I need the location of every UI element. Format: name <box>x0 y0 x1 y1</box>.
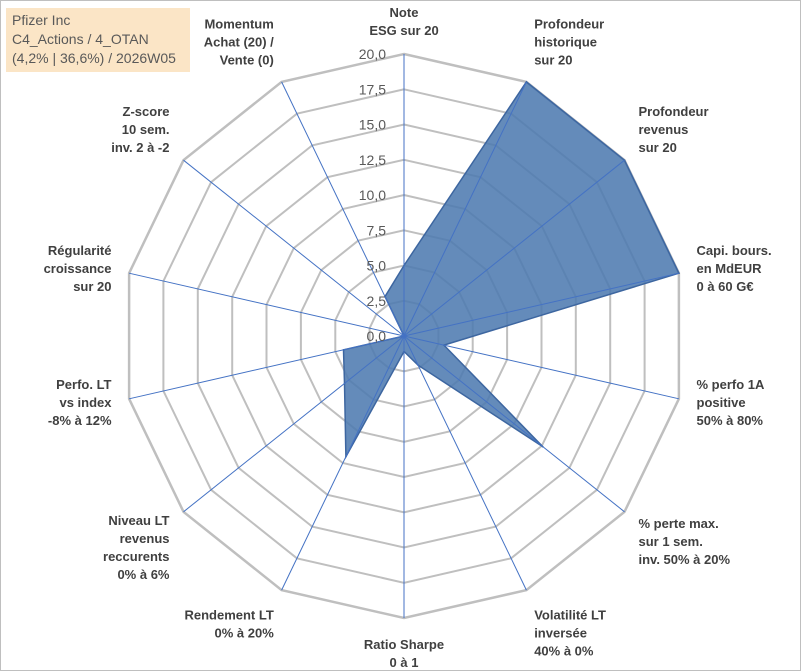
tick-label: 7,5 <box>367 222 387 238</box>
axis-label: Volatilité LT inversée 40% à 0% <box>534 607 606 658</box>
tick-label: 17,5 <box>359 81 386 97</box>
axis-spoke <box>183 159 405 337</box>
tick-label: 5,0 <box>367 258 387 274</box>
axis-label: Perfo. LT vs index -8% à 12% <box>48 377 112 428</box>
tick-label: 0,0 <box>367 328 387 344</box>
radial-tick-labels: 0,0 2,5 5,0 7,5 10,0 12,5 15,0 17,5 20,0 <box>359 46 386 344</box>
axis-label: Régularité croissance sur 20 <box>44 243 112 294</box>
axis-spoke <box>403 335 527 591</box>
series-layer <box>128 54 680 618</box>
axis-spoke <box>183 335 405 513</box>
axis-spoke <box>403 272 680 337</box>
axis-label: Capi. bours. en MdEUR 0 à 60 G€ <box>697 243 772 294</box>
tick-label: 2,5 <box>367 293 387 309</box>
tick-label: 20,0 <box>359 46 386 62</box>
title-category: C4_Actions / 4_OTAN <box>12 31 149 47</box>
axis-label: Momentum Achat (20) / Vente (0) <box>204 17 274 68</box>
axis-spoke <box>128 272 405 337</box>
axis-label: Z-score 10 sem. inv. 2 à -2 <box>111 104 169 155</box>
axis-spoke <box>403 335 625 513</box>
axis-label: Note ESG sur 20 <box>369 5 438 38</box>
axis-label: Ratio Sharpe 0 à 1 <box>364 637 444 670</box>
tick-label: 12,5 <box>359 152 386 168</box>
axis-spoke <box>403 81 527 337</box>
title-stats: (4,2% | 36,6%) / 2026W05 <box>12 50 176 66</box>
axis-label: % perfo 1A positive 50% à 80% <box>697 377 766 428</box>
axis-label: Niveau LT revenus reccurents 0% à 6% <box>103 513 170 582</box>
chart-title-box: Pfizer Inc C4_Actions / 4_OTAN (4,2% | 3… <box>6 8 190 72</box>
axis-spoke <box>403 335 680 400</box>
axis-label: % perte max. sur 1 sem. inv. 50% à 20% <box>639 516 731 567</box>
tick-label: 10,0 <box>359 187 386 203</box>
series-area <box>342 80 680 460</box>
axis-label: Profondeur historique sur 20 <box>534 17 604 68</box>
title-company: Pfizer Inc <box>12 12 71 28</box>
axis-spoke <box>403 159 625 337</box>
axis-label: Rendement LT 0% à 20% <box>184 607 274 640</box>
axis-spoke <box>281 81 405 337</box>
axis-labels: Note ESG sur 20 Profondeur historique sur 20… <box>44 5 772 670</box>
axis-spoke <box>128 335 405 400</box>
tick-label: 15,0 <box>359 117 386 133</box>
axis-spoke <box>281 335 405 591</box>
axis-label: Profondeur revenus sur 20 <box>639 104 709 155</box>
